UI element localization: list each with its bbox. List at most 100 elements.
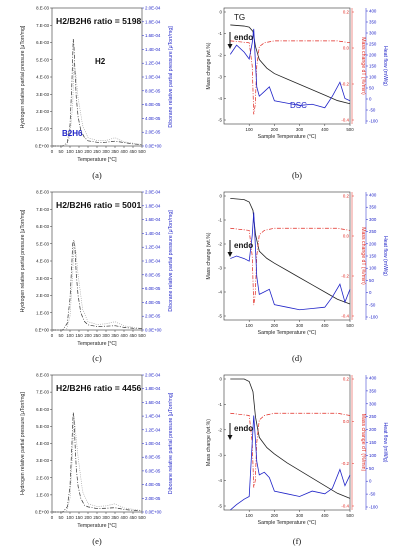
panel-caption: (c) [92, 353, 102, 363]
y-axis-label: Hydrogen relative partial pressure [μTor… [20, 25, 26, 128]
y-tick-label: 7.E-03 [36, 207, 49, 212]
x-tick-label: 400 [321, 323, 329, 328]
heat-axis-label: Heat flow (mW/g) [382, 46, 388, 86]
y-tick-label: 0.E+00 [35, 144, 50, 149]
y-tick-label: 3.E-03 [36, 458, 49, 463]
x-tick-label: 350 [111, 515, 119, 520]
y-tick-label: -4 [218, 478, 222, 483]
y2-tick-label: 2.0E-05 [145, 314, 161, 319]
x-tick-label: 150 [75, 515, 83, 520]
dtg-tick-label: -0.4 [341, 504, 349, 509]
x-tick-label: 300 [296, 323, 304, 328]
series-line-b2h6 [52, 63, 143, 147]
chart-title: H2/B2H6 ratio = 5198 [56, 16, 141, 26]
y2-tick-label: 1.4E-04 [145, 231, 161, 236]
x-tick-label: 300 [296, 513, 304, 518]
heat-tick-label: -50 [369, 108, 376, 113]
x-tick-label: 500 [138, 333, 146, 338]
x-tick-label: 200 [271, 513, 279, 518]
dtg-tick-label: -0.2 [341, 461, 349, 466]
y2-tick-label: 0.0E+00 [145, 328, 162, 333]
y-tick-label: 8.E-03 [36, 190, 49, 195]
y-tick-label: 0.E+00 [35, 328, 50, 333]
y-tick-label: 4.E-03 [36, 441, 49, 446]
x-tick-label: 100 [66, 515, 74, 520]
y-tick-label: -2 [218, 53, 222, 58]
dtg-tick-label: 0.2 [343, 194, 350, 199]
y2-tick-label: 6.0E-05 [145, 102, 161, 107]
series-line-b2h6 [52, 416, 143, 513]
x-tick-label: 50 [59, 515, 64, 520]
heat-axis-label: Heat flow (mW/g) [382, 422, 388, 462]
y2-axis-label: Diborane relative partial pressure [μTor… [168, 392, 174, 494]
annotation-endo: endo [234, 241, 253, 250]
y-tick-label: 5.E-03 [36, 424, 49, 429]
series-line-dsc [229, 28, 351, 109]
series-line-h2 [52, 39, 143, 147]
heat-tick-label: 100 [369, 75, 377, 80]
y2-tick-label: 1.0E-04 [145, 441, 161, 446]
series-line-dtg [230, 227, 351, 306]
x-tick-label: 200 [84, 333, 92, 338]
series-line-dtg [230, 40, 351, 115]
y2-tick-label: 1.2E-04 [145, 427, 161, 432]
series-line-h2 [52, 412, 143, 513]
x-axis-label: Temperature [°C] [77, 523, 117, 529]
x-tick-label: 250 [93, 333, 101, 338]
heat-tick-label: 50 [369, 278, 374, 283]
x-tick-label: 150 [75, 333, 83, 338]
panel-caption: (a) [92, 170, 102, 180]
y2-tick-label: 2.0E-05 [145, 130, 161, 135]
y-tick-label: -1 [218, 402, 222, 407]
series-line-tg [230, 198, 351, 305]
heat-tick-label: 250 [369, 42, 377, 47]
y2-tick-label: 1.6E-04 [145, 217, 161, 222]
x-tick-label: 50 [59, 333, 64, 338]
y2-tick-label: 6.0E-05 [145, 286, 161, 291]
chart-panel-c: 0.E+00 1.E-03 2.E-03 3.E-03 4.E-03 5.E-03 6.E-… [20, 190, 174, 364]
heat-tick-label: -50 [369, 492, 376, 497]
y-tick-label: 6.E-03 [36, 224, 49, 229]
y-tick-label: 1.E-03 [36, 492, 49, 497]
chart-panel-a: 0.E+00 1.E-03 2.E-03 3.E-03 4.E-03 5.E-03 6.E-… [20, 6, 174, 181]
plot-frame [223, 7, 351, 125]
x-tick-label: 350 [111, 333, 119, 338]
heat-tick-label: 350 [369, 388, 377, 393]
y2-tick-label: 1.8E-04 [145, 19, 161, 24]
x-tick-label: 500 [346, 127, 354, 132]
y2-tick-label: 2.0E-04 [145, 190, 161, 195]
y2-axis-label: Diborane relative partial pressure [μTor… [168, 26, 174, 128]
heat-tick-label: 200 [369, 53, 377, 58]
y2-axis-label: Diborane relative partial pressure [μTor… [168, 210, 174, 312]
x-tick-label: 200 [271, 323, 279, 328]
y-tick-label: -2 [218, 427, 222, 432]
heat-tick-label: 350 [369, 20, 377, 25]
x-tick-label: 450 [129, 333, 137, 338]
dtg-tick-label: 0.0 [343, 46, 350, 51]
series-line-h2 [52, 240, 143, 331]
panel-caption: (d) [292, 353, 302, 363]
dtg-tick-label: -0.2 [341, 274, 349, 279]
y2-tick-label: 2.0E-05 [145, 496, 161, 501]
x-tick-label: 400 [120, 515, 128, 520]
x-tick-label: 0 [51, 149, 54, 154]
plot-frame [51, 374, 143, 513]
x-tick-label: 500 [346, 513, 354, 518]
chart-title: H2/B2H6 ratio = 5001 [56, 200, 141, 210]
x-tick-label: 300 [102, 333, 110, 338]
y2-tick-label: 8.0E-05 [145, 272, 161, 277]
heat-tick-label: 300 [369, 401, 377, 406]
heat-tick-label: 400 [369, 9, 377, 14]
dtg-tick-label: -0.4 [341, 118, 349, 123]
x-tick-label: 450 [129, 515, 137, 520]
y2-tick-label: 1.0E-04 [145, 75, 161, 80]
y-tick-label: -5 [218, 314, 222, 319]
x-tick-label: 300 [296, 127, 304, 132]
y-tick-label: 6.E-03 [36, 407, 49, 412]
heat-tick-label: -100 [369, 119, 378, 124]
heat-tick-label: 300 [369, 31, 377, 36]
series-line-tg [230, 24, 351, 105]
x-tick-label: 100 [246, 323, 254, 328]
series-line-b2h6 [52, 240, 143, 331]
